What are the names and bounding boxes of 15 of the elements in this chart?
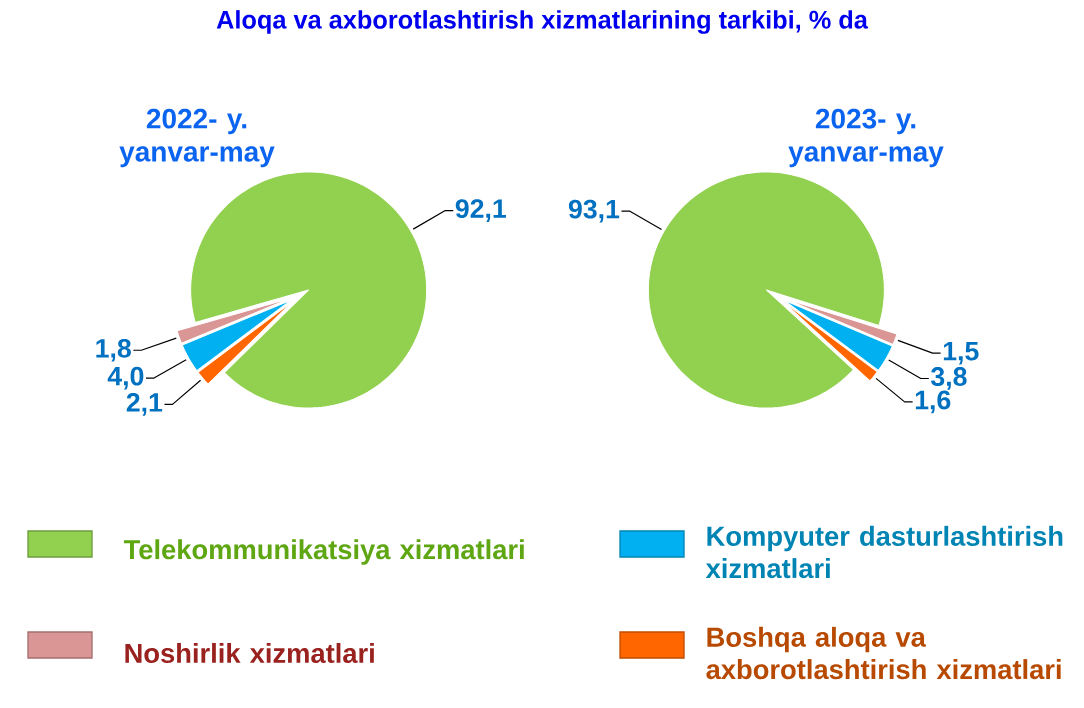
data-label: 2,1 — [126, 393, 163, 416]
data-label: 1,8 — [96, 338, 131, 362]
legend-label: Boshqa aloqa va axborotlashtirish xizmatlari — [706, 626, 1061, 680]
legend-label: Noshirlik xizmatlari — [125, 642, 374, 664]
chart-title: Aloqa va axborotlashtirish xizmatlarining tarkibi, % da — [216, 10, 869, 34]
legend-label: Kompyuter dasturlashtirish xizmatlari — [705, 525, 1063, 579]
data-label: 4,0 — [107, 366, 144, 390]
slice-label: 2022- y. yanvar-may — [119, 108, 275, 168]
legend-label: Telekommunikatsiya xizmatlari — [123, 539, 524, 565]
data-label: 3,8 — [931, 367, 967, 390]
data-label: 93,1 — [568, 199, 620, 223]
slice-label: 2023- y. yanvar-may — [788, 108, 944, 168]
data-label: 1,6 — [915, 390, 951, 414]
data-label: 1,5 — [943, 341, 979, 365]
data-label: 92,1 — [455, 199, 506, 222]
